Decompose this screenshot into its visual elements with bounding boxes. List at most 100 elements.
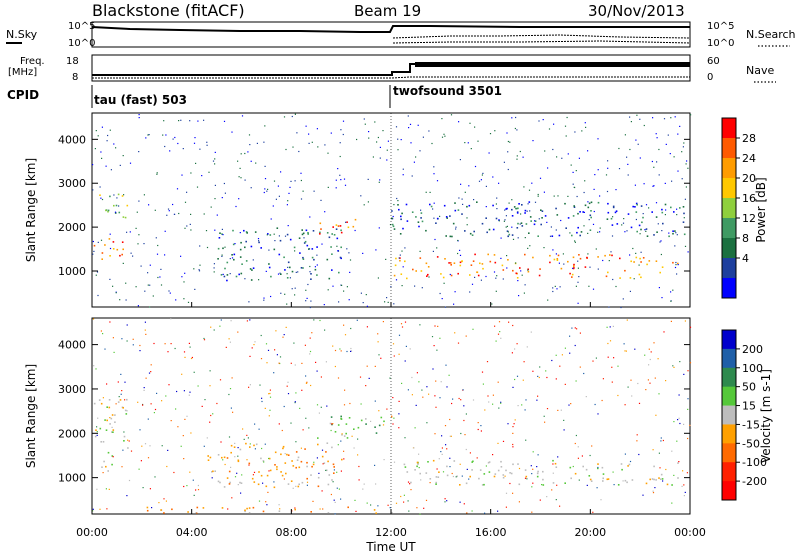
echo-cell bbox=[337, 225, 340, 227]
scatter-cell bbox=[189, 346, 191, 348]
echo-cell bbox=[597, 256, 599, 258]
echo-cell bbox=[528, 201, 531, 203]
scatter-cell bbox=[402, 168, 404, 170]
echo-cell bbox=[260, 457, 262, 460]
scatter-cell bbox=[659, 241, 661, 243]
scatter-cell bbox=[312, 500, 314, 502]
echo-cell bbox=[682, 206, 685, 208]
scatter-cell bbox=[559, 505, 561, 507]
scatter-cell bbox=[324, 211, 326, 213]
scatter-cell bbox=[538, 120, 540, 122]
y-tick-label: 1000 bbox=[58, 265, 86, 278]
echo-cell bbox=[414, 469, 416, 471]
echo-cell bbox=[279, 239, 282, 242]
scatter-cell bbox=[478, 180, 481, 182]
echo-cell bbox=[651, 478, 654, 480]
echo-cell bbox=[223, 456, 226, 459]
echo-cell bbox=[231, 254, 233, 256]
echo-cell bbox=[117, 401, 120, 403]
echo-cell bbox=[333, 472, 335, 474]
scatter-cell bbox=[155, 237, 157, 239]
scatter-cell bbox=[629, 148, 631, 151]
echo-cell bbox=[232, 229, 234, 232]
scatter-cell bbox=[356, 138, 358, 141]
echo-cell bbox=[393, 274, 396, 277]
scatter-cell bbox=[636, 440, 638, 442]
scatter-cell bbox=[208, 171, 210, 173]
echo-cell bbox=[461, 213, 463, 215]
scatter-cell bbox=[539, 366, 541, 368]
scatter-cell bbox=[316, 404, 319, 406]
scatter-cell bbox=[186, 485, 188, 487]
scatter-cell bbox=[689, 326, 692, 328]
scatter-cell bbox=[576, 195, 578, 198]
scatter-cell bbox=[459, 463, 461, 465]
scatter-cell bbox=[186, 415, 188, 417]
scatter-cell bbox=[336, 471, 338, 473]
scatter-cell bbox=[206, 141, 208, 143]
scatter-cell bbox=[602, 378, 604, 380]
scatter-cell bbox=[166, 214, 168, 216]
scatter-cell bbox=[393, 204, 395, 206]
scatter-cell bbox=[544, 421, 546, 423]
echo-cell bbox=[244, 509, 246, 512]
scatter-cell bbox=[682, 470, 684, 472]
scatter-cell bbox=[213, 263, 215, 265]
scatter-cell bbox=[268, 470, 270, 472]
scatter-cell bbox=[108, 488, 110, 490]
scatter-cell bbox=[597, 231, 599, 233]
echo-cell bbox=[106, 419, 108, 422]
echo-cell bbox=[564, 202, 566, 205]
scatter-cell bbox=[546, 496, 548, 498]
scatter-cell bbox=[426, 422, 428, 424]
scatter-cell bbox=[275, 330, 277, 332]
echo-cell bbox=[380, 416, 383, 419]
echo-cell bbox=[207, 459, 210, 461]
scatter-cell bbox=[253, 471, 256, 473]
echo-cell bbox=[457, 272, 459, 275]
freq-unit: [MHz] bbox=[8, 67, 37, 78]
scatter-cell bbox=[225, 346, 227, 348]
scatter-cell bbox=[136, 211, 138, 213]
scatter-cell bbox=[464, 434, 466, 436]
scatter-cell bbox=[657, 358, 659, 360]
scatter-cell bbox=[265, 501, 267, 503]
echo-cell bbox=[112, 431, 114, 433]
scatter-cell bbox=[393, 417, 395, 419]
echo-cell bbox=[627, 465, 629, 467]
scatter-cell bbox=[644, 229, 646, 231]
scatter-cell bbox=[247, 151, 249, 153]
scatter-cell bbox=[545, 370, 547, 372]
echo-cell bbox=[329, 422, 332, 425]
scatter-cell bbox=[343, 458, 345, 460]
echo-cell bbox=[289, 238, 292, 241]
scatter-cell bbox=[266, 190, 268, 192]
scatter-cell bbox=[209, 370, 211, 372]
echo-cell bbox=[327, 483, 330, 486]
echo-cell bbox=[212, 470, 214, 473]
echo-cell bbox=[555, 207, 557, 210]
scatter-cell bbox=[286, 273, 288, 275]
scatter-cell bbox=[195, 489, 197, 491]
echo-cell bbox=[331, 233, 333, 235]
scatter-cell bbox=[92, 253, 94, 255]
scatter-cell bbox=[327, 152, 329, 154]
scatter-cell bbox=[360, 403, 362, 405]
scatter-cell bbox=[457, 342, 460, 344]
x-tick-label: 12:00 bbox=[375, 526, 407, 539]
echo-cell bbox=[105, 429, 108, 431]
scatter-cell bbox=[375, 483, 377, 485]
scatter-cell bbox=[230, 407, 232, 409]
scatter-cell bbox=[220, 441, 222, 443]
echo-cell bbox=[223, 275, 226, 278]
echo-cell bbox=[94, 435, 97, 438]
scatter-cell bbox=[464, 191, 466, 193]
scatter-cell bbox=[577, 457, 579, 459]
scatter-cell bbox=[410, 142, 412, 144]
echo-cell bbox=[528, 232, 530, 234]
scatter-cell bbox=[341, 433, 343, 435]
echo-cell bbox=[245, 260, 248, 262]
scatter-cell bbox=[266, 504, 268, 506]
echo-cell bbox=[628, 463, 631, 466]
echo-cell bbox=[399, 257, 401, 259]
